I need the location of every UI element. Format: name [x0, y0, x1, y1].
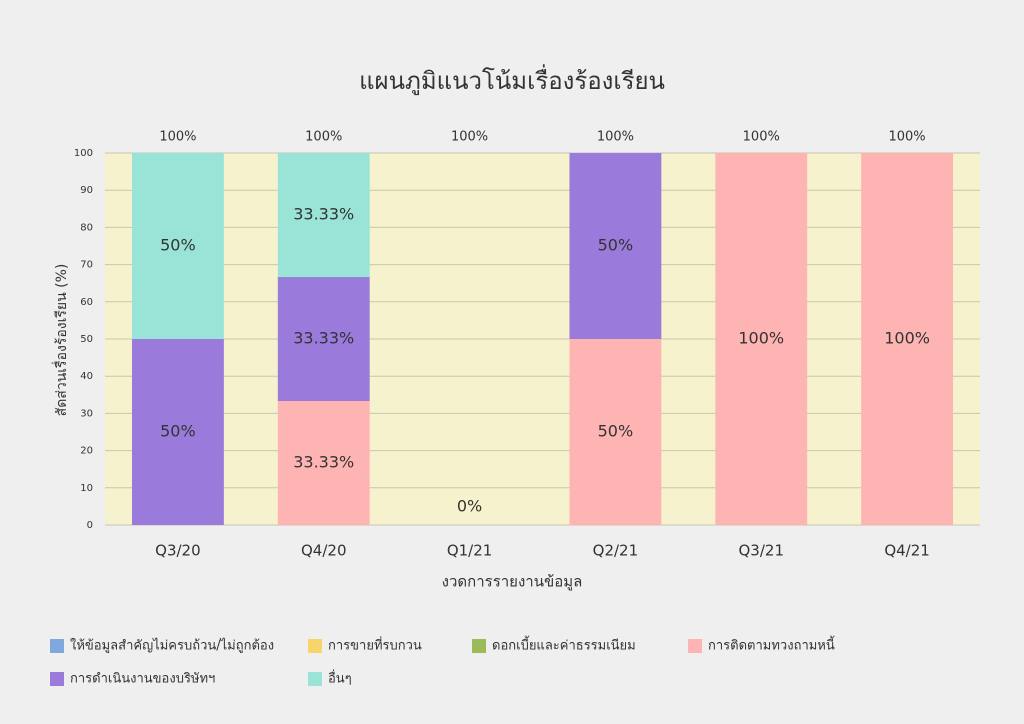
- legend-swatch: [308, 639, 322, 653]
- y-tick-label: 40: [80, 371, 93, 382]
- legend-swatch: [688, 639, 702, 653]
- legend-swatch: [50, 672, 64, 686]
- x-tick-label: Q4/21: [884, 542, 930, 560]
- bar-segment: [569, 153, 662, 339]
- legend-swatch: [472, 639, 486, 653]
- y-tick-label: 70: [80, 260, 93, 271]
- total-label: 100%: [888, 130, 925, 145]
- data-label: 33.33%: [293, 329, 354, 348]
- total-label: 100%: [305, 130, 342, 145]
- y-tick-label: 100: [74, 148, 93, 159]
- bar-segment: [277, 401, 370, 525]
- y-tick-label: 10: [80, 483, 93, 494]
- data-label: 0%: [457, 497, 482, 516]
- legend-label: การขายที่รบกวน: [328, 637, 422, 654]
- data-label: 50%: [598, 236, 634, 255]
- bar-segment: [277, 277, 370, 402]
- x-tick-label: Q4/20: [301, 542, 347, 560]
- chart-title: แผนภูมิแนวโน้มเรื่องร้องเรียน: [359, 64, 665, 96]
- bar-segment: [569, 339, 662, 525]
- x-tick-label: Q1/21: [447, 542, 493, 560]
- legend-label: ให้ข้อมูลสำคัญไม่ครบถ้วน/ไม่ถูกต้อง: [70, 638, 274, 654]
- y-tick-label: 90: [80, 185, 93, 196]
- x-tick-label: Q3/21: [739, 542, 785, 560]
- y-tick-label: 50: [80, 334, 93, 345]
- data-label: 50%: [160, 422, 196, 441]
- bar-segment: [715, 153, 808, 525]
- total-label: 100%: [451, 130, 488, 145]
- y-axis-label: สัดส่วนเรื่องร้องเรียน (%): [52, 264, 70, 417]
- data-label: 33.33%: [293, 205, 354, 224]
- total-label: 100%: [159, 130, 196, 145]
- bar-segment: [277, 153, 370, 278]
- x-tick-label: Q2/21: [593, 542, 639, 560]
- legend-swatch: [308, 672, 322, 686]
- y-tick-label: 0: [87, 520, 93, 531]
- y-tick-label: 80: [80, 222, 93, 233]
- bar-segment: [131, 153, 224, 339]
- x-tick-label: Q3/20: [155, 542, 201, 560]
- x-axis-label: งวดการรายงานข้อมูล: [442, 573, 583, 591]
- y-tick-label: 60: [80, 297, 93, 308]
- bar-segment: [861, 153, 954, 525]
- bar-segment: [131, 339, 224, 525]
- y-tick-label: 30: [80, 408, 93, 419]
- legend-label: การดำเนินงานของบริษัทฯ: [70, 672, 215, 687]
- total-label: 100%: [743, 130, 780, 145]
- legend-label: การติดตามทวงถามหนี้: [708, 636, 835, 654]
- data-label: 50%: [160, 236, 196, 255]
- data-label: 50%: [598, 422, 634, 441]
- legend-label: ดอกเบี้ยและค่าธรรมเนียม: [492, 636, 636, 654]
- legend-label: อื่นๆ: [328, 670, 352, 687]
- data-label: 33.33%: [293, 453, 354, 472]
- legend-swatch: [50, 639, 64, 653]
- data-label: 100%: [738, 329, 784, 348]
- y-tick-label: 20: [80, 446, 93, 457]
- total-label: 100%: [597, 130, 634, 145]
- data-label: 100%: [884, 329, 930, 348]
